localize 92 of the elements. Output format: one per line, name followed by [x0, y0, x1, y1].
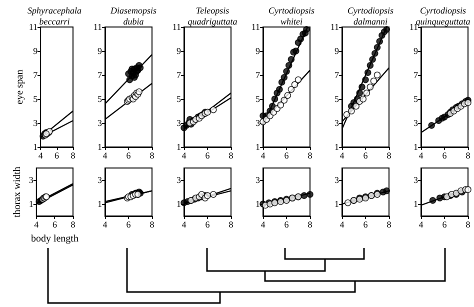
- x-tick-label: 6: [442, 150, 448, 160]
- x-tick-label: 8: [308, 220, 313, 230]
- y-tick-label: 7: [414, 70, 418, 80]
- y-tick-label: 7: [33, 70, 38, 80]
- x-tick-label: 4: [340, 150, 345, 160]
- x-tick-label: 6: [205, 220, 210, 230]
- x-tick-label: 4: [260, 150, 266, 160]
- x-tick-label: 8: [70, 150, 76, 160]
- x-tick-label: 8: [150, 220, 155, 230]
- y-axis-title: eye span: [14, 70, 26, 104]
- y-tick-label: 3: [98, 175, 102, 185]
- y-tick-label: 11: [93, 22, 102, 32]
- y-tick-label: 3: [414, 118, 418, 128]
- chart-title: Cyrtodiopsis whitei: [268, 6, 315, 26]
- x-tick-label: 6: [126, 220, 132, 230]
- chart-title: Teleopsis quadriguttata: [188, 6, 238, 26]
- y-tick-label: 11: [251, 22, 260, 32]
- y-tick-label: 1: [414, 142, 418, 152]
- y-tick-label: 3: [176, 175, 182, 185]
- y-tick-label: 1: [98, 199, 102, 209]
- y-tick-label: 1: [334, 199, 339, 209]
- y-tick-label: 3: [98, 118, 102, 128]
- x-tick-label: 4: [38, 150, 44, 160]
- y-tick-label: 1: [98, 142, 102, 152]
- y-tick-label: 5: [414, 94, 418, 104]
- y-tick-label: 3: [414, 175, 418, 185]
- y-tick-label: 5: [98, 94, 102, 104]
- x-tick-label: 6: [284, 150, 290, 160]
- x-tick-label: 4: [418, 220, 424, 230]
- y-tick-label: 9: [33, 46, 38, 56]
- x-tick-label: 4: [182, 220, 187, 230]
- chart-title: Cyrtodiopsis quinqueguttata: [416, 6, 471, 26]
- x-tick-label: 4: [34, 220, 40, 230]
- x-tick-label: 8: [466, 150, 471, 160]
- x-tick-label: 6: [363, 150, 368, 160]
- x-tick-label: 8: [150, 150, 155, 160]
- y-tick-label: 3: [334, 175, 340, 185]
- x-tick-label: 4: [102, 220, 108, 230]
- chart-title: Diasemopsis dubia: [109, 6, 157, 26]
- y-tick-label: 3: [256, 175, 260, 185]
- x-tick-label: 8: [386, 220, 392, 230]
- chart-title: Cyrtodiopsis dalmanni: [347, 6, 394, 26]
- x-tick-label: 6: [205, 150, 210, 160]
- x-tick-label: 8: [308, 150, 313, 160]
- x-tick-label: 6: [442, 220, 448, 230]
- y-tick-label: 7: [256, 70, 260, 80]
- y-tick-label: 3: [334, 118, 340, 128]
- y-tick-label: 5: [256, 94, 260, 104]
- y-tick-label: 7: [98, 70, 102, 80]
- y-tick-label: 5: [334, 94, 340, 104]
- x-axis-title: body length: [30, 234, 78, 244]
- y-axis-title: thorax width: [12, 166, 23, 218]
- y-tick-label: 7: [334, 70, 340, 80]
- y-tick-label: 3: [33, 118, 38, 128]
- y-tick-label: 3: [256, 118, 260, 128]
- y-tick-label: 7: [176, 70, 182, 80]
- x-tick-label: 6: [126, 150, 132, 160]
- x-tick-label: 8: [466, 220, 471, 230]
- y-tick-label: 3: [28, 175, 34, 185]
- y-tick-label: 1: [256, 199, 260, 209]
- y-tick-label: 9: [256, 46, 260, 56]
- y-tick-label: 9: [176, 46, 182, 56]
- y-tick-label: 1: [256, 142, 260, 152]
- x-tick-label: 6: [284, 220, 290, 230]
- y-tick-label: 1: [33, 142, 38, 152]
- y-tick-label: 5: [176, 94, 182, 104]
- y-tick-label: 1: [176, 199, 181, 209]
- x-tick-label: 8: [228, 150, 234, 160]
- x-tick-label: 4: [260, 220, 266, 230]
- x-tick-label: 8: [228, 220, 234, 230]
- y-tick-label: 11: [172, 22, 181, 32]
- y-tick-label: 1: [28, 199, 34, 209]
- y-tick-label: 5: [33, 94, 38, 104]
- y-tick-label: 1: [414, 199, 418, 209]
- x-tick-label: 6: [52, 220, 58, 230]
- x-tick-label: 4: [182, 150, 187, 160]
- y-tick-label: 11: [409, 22, 418, 32]
- y-tick-label: 11: [330, 22, 339, 32]
- y-tick-label: 9: [414, 46, 418, 56]
- y-tick-label: 1: [334, 142, 339, 152]
- y-tick-label: 9: [334, 46, 340, 56]
- x-tick-label: 6: [54, 150, 60, 160]
- y-tick-label: 11: [28, 22, 38, 32]
- x-tick-label: 4: [418, 150, 424, 160]
- y-tick-label: 9: [98, 46, 102, 56]
- y-tick-label: 3: [176, 118, 182, 128]
- x-tick-label: 4: [340, 220, 345, 230]
- x-tick-label: 8: [386, 150, 392, 160]
- x-tick-label: 6: [363, 220, 368, 230]
- x-tick-label: 8: [70, 220, 76, 230]
- y-tick-label: 1: [176, 142, 181, 152]
- x-tick-label: 4: [102, 150, 108, 160]
